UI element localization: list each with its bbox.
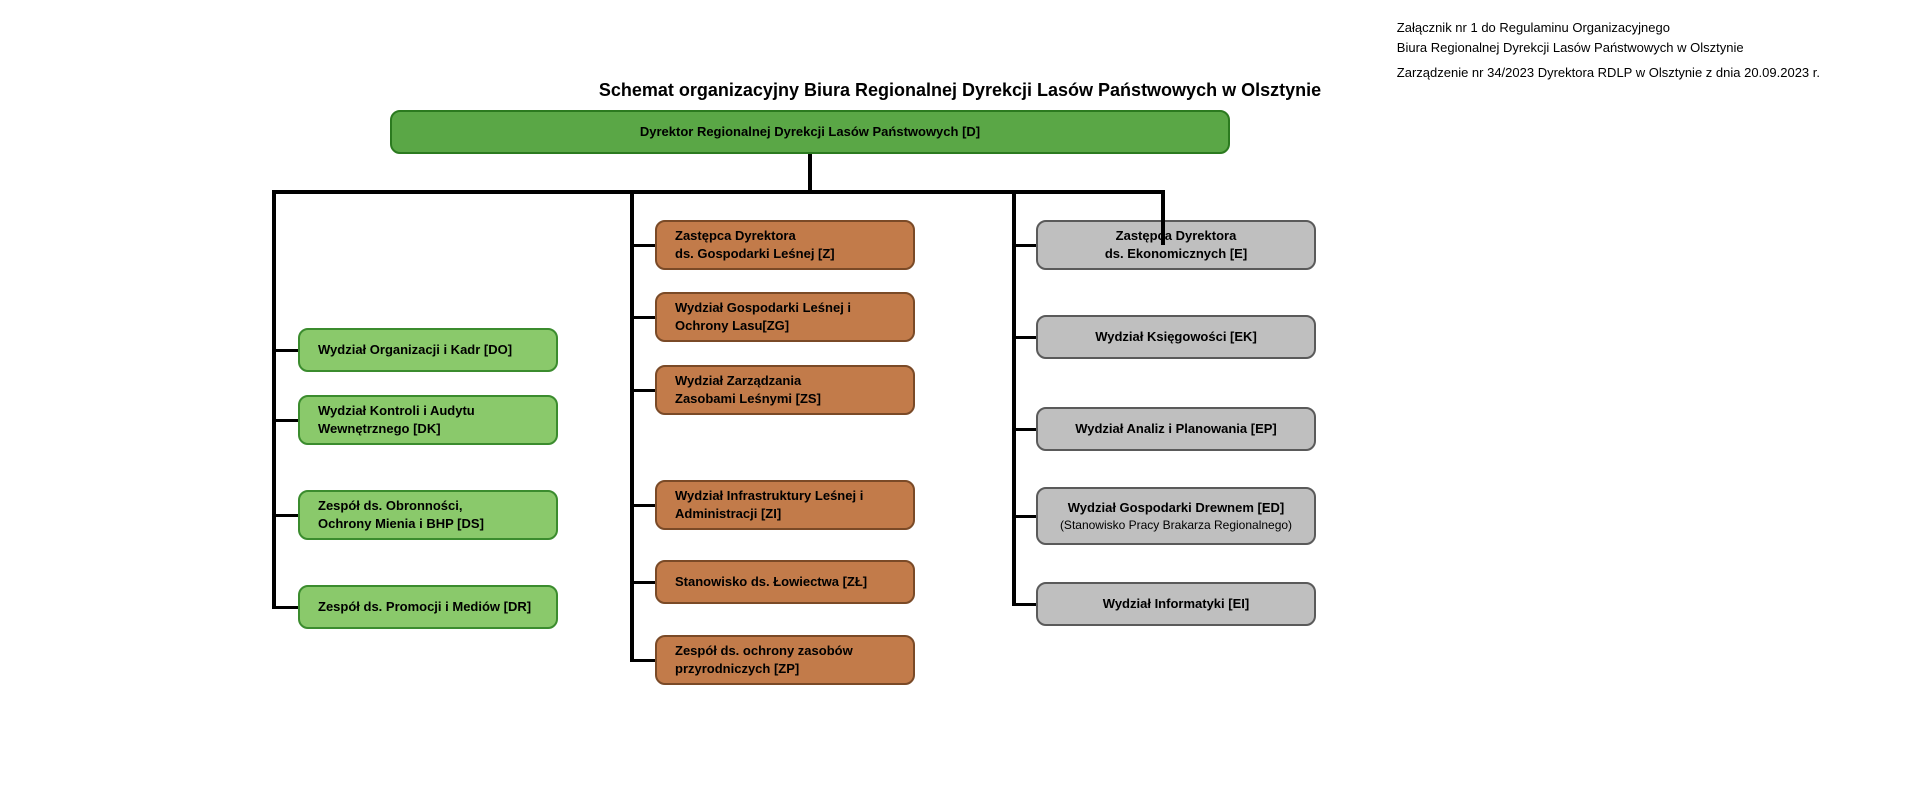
green-node-3-line1: Zespół ds. Promocji i Mediów [DR] xyxy=(318,598,531,616)
brown-node-4-line2: przyrodniczych [ZP] xyxy=(675,660,799,678)
brown-node-3-line1: Stanowisko ds. Łowiectwa [ZŁ] xyxy=(675,573,867,591)
gray-node-2-line2: (Stanowisko Pracy Brakarza Regionalnego) xyxy=(1060,517,1292,534)
green-node-3: Zespół ds. Promocji i Mediów [DR] xyxy=(298,585,558,629)
connector-line xyxy=(808,154,812,190)
connector-line xyxy=(1012,515,1036,518)
connector-line xyxy=(272,514,298,517)
connector-line xyxy=(1012,336,1036,339)
director-node: Dyrektor Regionalnej Dyrekcji Lasów Pańs… xyxy=(390,110,1230,154)
connector-line xyxy=(630,581,655,584)
header-line-2: Biura Regionalnej Dyrekcji Lasów Państwo… xyxy=(1397,38,1820,58)
deputy-e-node-line2: ds. Ekonomicznych [E] xyxy=(1105,245,1247,263)
green-node-1: Wydział Kontroli i AudytuWewnętrznego [D… xyxy=(298,395,558,445)
connector-line xyxy=(272,190,276,607)
connector-line xyxy=(272,419,298,422)
connector-line xyxy=(1012,428,1036,431)
connector-line xyxy=(272,606,298,609)
connector-line xyxy=(1012,603,1036,606)
gray-node-0-line1: Wydział Księgowości [EK] xyxy=(1095,328,1257,346)
connector-line xyxy=(272,190,1165,194)
deputy-z-node: Zastępca Dyrektorads. Gospodarki Leśnej … xyxy=(655,220,915,270)
green-node-2-line2: Ochrony Mienia i BHP [DS] xyxy=(318,515,484,533)
gray-node-2: Wydział Gospodarki Drewnem [ED](Stanowis… xyxy=(1036,487,1316,545)
brown-node-3: Stanowisko ds. Łowiectwa [ZŁ] xyxy=(655,560,915,604)
gray-node-0: Wydział Księgowości [EK] xyxy=(1036,315,1316,359)
brown-node-1: Wydział ZarządzaniaZasobami Leśnymi [ZS] xyxy=(655,365,915,415)
gray-node-3-line1: Wydział Informatyki [EI] xyxy=(1103,595,1249,613)
brown-node-2-line2: Administracji [ZI] xyxy=(675,505,781,523)
connector-line xyxy=(630,190,634,245)
gray-node-2-line1: Wydział Gospodarki Drewnem [ED] xyxy=(1068,499,1284,517)
brown-node-2: Wydział Infrastruktury Leśnej iAdministr… xyxy=(655,480,915,530)
brown-node-0-line1: Wydział Gospodarki Leśnej i xyxy=(675,299,851,317)
brown-node-1-line1: Wydział Zarządzania xyxy=(675,372,801,390)
chart-title: Schemat organizacyjny Biura Regionalnej … xyxy=(0,80,1920,101)
deputy-z-node-line1: Zastępca Dyrektora xyxy=(675,227,796,245)
header-line-1: Załącznik nr 1 do Regulaminu Organizacyj… xyxy=(1397,18,1820,38)
green-node-0-line1: Wydział Organizacji i Kadr [DO] xyxy=(318,341,512,359)
connector-line xyxy=(630,504,655,507)
deputy-z-node-line2: ds. Gospodarki Leśnej [Z] xyxy=(675,245,835,263)
brown-node-2-line1: Wydział Infrastruktury Leśnej i xyxy=(675,487,863,505)
green-node-1-line1: Wydział Kontroli i Audytu xyxy=(318,402,475,420)
deputy-e-node: Zastępca Dyrektorads. Ekonomicznych [E] xyxy=(1036,220,1316,270)
green-node-2: Zespół ds. Obronności,Ochrony Mienia i B… xyxy=(298,490,558,540)
green-node-2-line1: Zespół ds. Obronności, xyxy=(318,497,462,515)
deputy-e-node-line1: Zastępca Dyrektora xyxy=(1116,227,1237,245)
connector-line xyxy=(630,245,634,660)
brown-node-0-line2: Ochrony Lasu[ZG] xyxy=(675,317,789,335)
director-node-line1: Dyrektor Regionalnej Dyrekcji Lasów Pańs… xyxy=(640,123,980,141)
brown-node-4: Zespół ds. ochrony zasobówprzyrodniczych… xyxy=(655,635,915,685)
green-node-1-line2: Wewnętrznego [DK] xyxy=(318,420,441,438)
header-notes: Załącznik nr 1 do Regulaminu Organizacyj… xyxy=(1397,18,1820,83)
connector-line xyxy=(630,389,655,392)
brown-node-1-line2: Zasobami Leśnymi [ZS] xyxy=(675,390,821,408)
gray-node-3: Wydział Informatyki [EI] xyxy=(1036,582,1316,626)
connector-line xyxy=(1012,190,1016,245)
connector-line xyxy=(630,316,655,319)
gray-node-1-line1: Wydział Analiz i Planowania [EP] xyxy=(1075,420,1277,438)
brown-node-0: Wydział Gospodarki Leśnej iOchrony Lasu[… xyxy=(655,292,915,342)
connector-line xyxy=(630,659,655,662)
connector-line xyxy=(1012,245,1016,604)
connector-line xyxy=(1161,190,1165,245)
brown-node-4-line1: Zespół ds. ochrony zasobów xyxy=(675,642,853,660)
connector-line xyxy=(272,349,298,352)
green-node-0: Wydział Organizacji i Kadr [DO] xyxy=(298,328,558,372)
gray-node-1: Wydział Analiz i Planowania [EP] xyxy=(1036,407,1316,451)
